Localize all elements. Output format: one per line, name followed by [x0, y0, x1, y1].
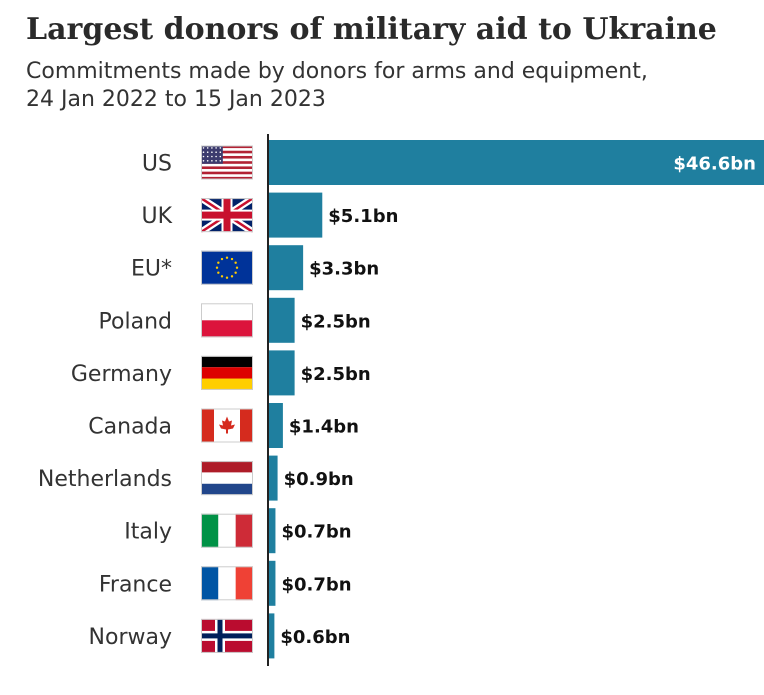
category-label-germany: Germany	[71, 362, 172, 387]
chart-subtitle: Commitments made by donors for arms and …	[26, 58, 756, 114]
chart-title: Largest donors of military aid to Ukrain…	[26, 12, 717, 47]
bar-netherlands	[268, 455, 278, 501]
bar-uk	[268, 192, 323, 238]
value-label-germany: $2.5bn	[301, 364, 371, 385]
bar-italy	[268, 508, 276, 554]
row-canada: Canada $1.4bn	[88, 403, 359, 448]
france-flag-icon	[201, 566, 253, 601]
row-us: US $46.6bn	[142, 140, 764, 185]
row-poland: Poland $2.5bn	[99, 297, 371, 343]
row-germany: Germany $2.5bn	[71, 350, 371, 396]
value-label-uk: $5.1bn	[328, 206, 398, 227]
bar-canada	[268, 403, 283, 448]
italy-flag-icon	[201, 513, 253, 548]
bar-norway	[268, 613, 275, 659]
uk-flag-icon	[201, 198, 253, 233]
norway-flag-icon	[201, 618, 253, 653]
us-flag-icon	[201, 145, 253, 180]
category-label-uk: UK	[141, 204, 172, 229]
germany-flag-icon	[201, 355, 253, 390]
value-label-france: $0.7bn	[281, 574, 351, 595]
value-label-norway: $0.6bn	[280, 627, 350, 648]
value-label-us: $46.6bn	[673, 154, 756, 175]
category-label-netherlands: Netherlands	[38, 467, 172, 492]
netherlands-flag-icon	[201, 461, 253, 496]
eu-flag-icon	[201, 250, 253, 285]
bar-germany	[268, 350, 295, 396]
category-label-us: US	[142, 152, 172, 177]
bar-eu	[268, 245, 304, 291]
bar-poland	[268, 297, 295, 343]
category-label-norway: Norway	[89, 625, 172, 650]
category-label-poland: Poland	[99, 309, 172, 334]
value-label-italy: $0.7bn	[281, 522, 351, 543]
subtitle-line-2: 24 Jan 2022 to 15 Jan 2023	[26, 87, 326, 112]
subtitle-line-1: Commitments made by donors for arms and …	[26, 59, 648, 84]
row-france: France $0.7bn	[99, 560, 352, 606]
row-netherlands: Netherlands $0.9bn	[38, 455, 354, 501]
row-italy: Italy $0.7bn	[124, 508, 352, 554]
bar-france	[268, 560, 276, 606]
bar-us	[268, 140, 764, 185]
row-uk: UK $5.1bn	[141, 192, 398, 238]
value-label-netherlands: $0.9bn	[284, 469, 354, 490]
category-label-france: France	[99, 572, 172, 597]
poland-flag-icon	[201, 303, 253, 338]
category-label-italy: Italy	[124, 520, 172, 545]
row-eu: EU* $3.3bn	[131, 245, 379, 291]
value-label-eu: $3.3bn	[309, 259, 379, 280]
category-label-eu: EU*	[131, 257, 172, 282]
category-label-canada: Canada	[88, 415, 172, 440]
row-norway: Norway $0.6bn	[89, 613, 351, 659]
canada-flag-icon	[201, 408, 253, 443]
value-label-canada: $1.4bn	[289, 417, 359, 438]
value-label-poland: $2.5bn	[301, 311, 371, 332]
